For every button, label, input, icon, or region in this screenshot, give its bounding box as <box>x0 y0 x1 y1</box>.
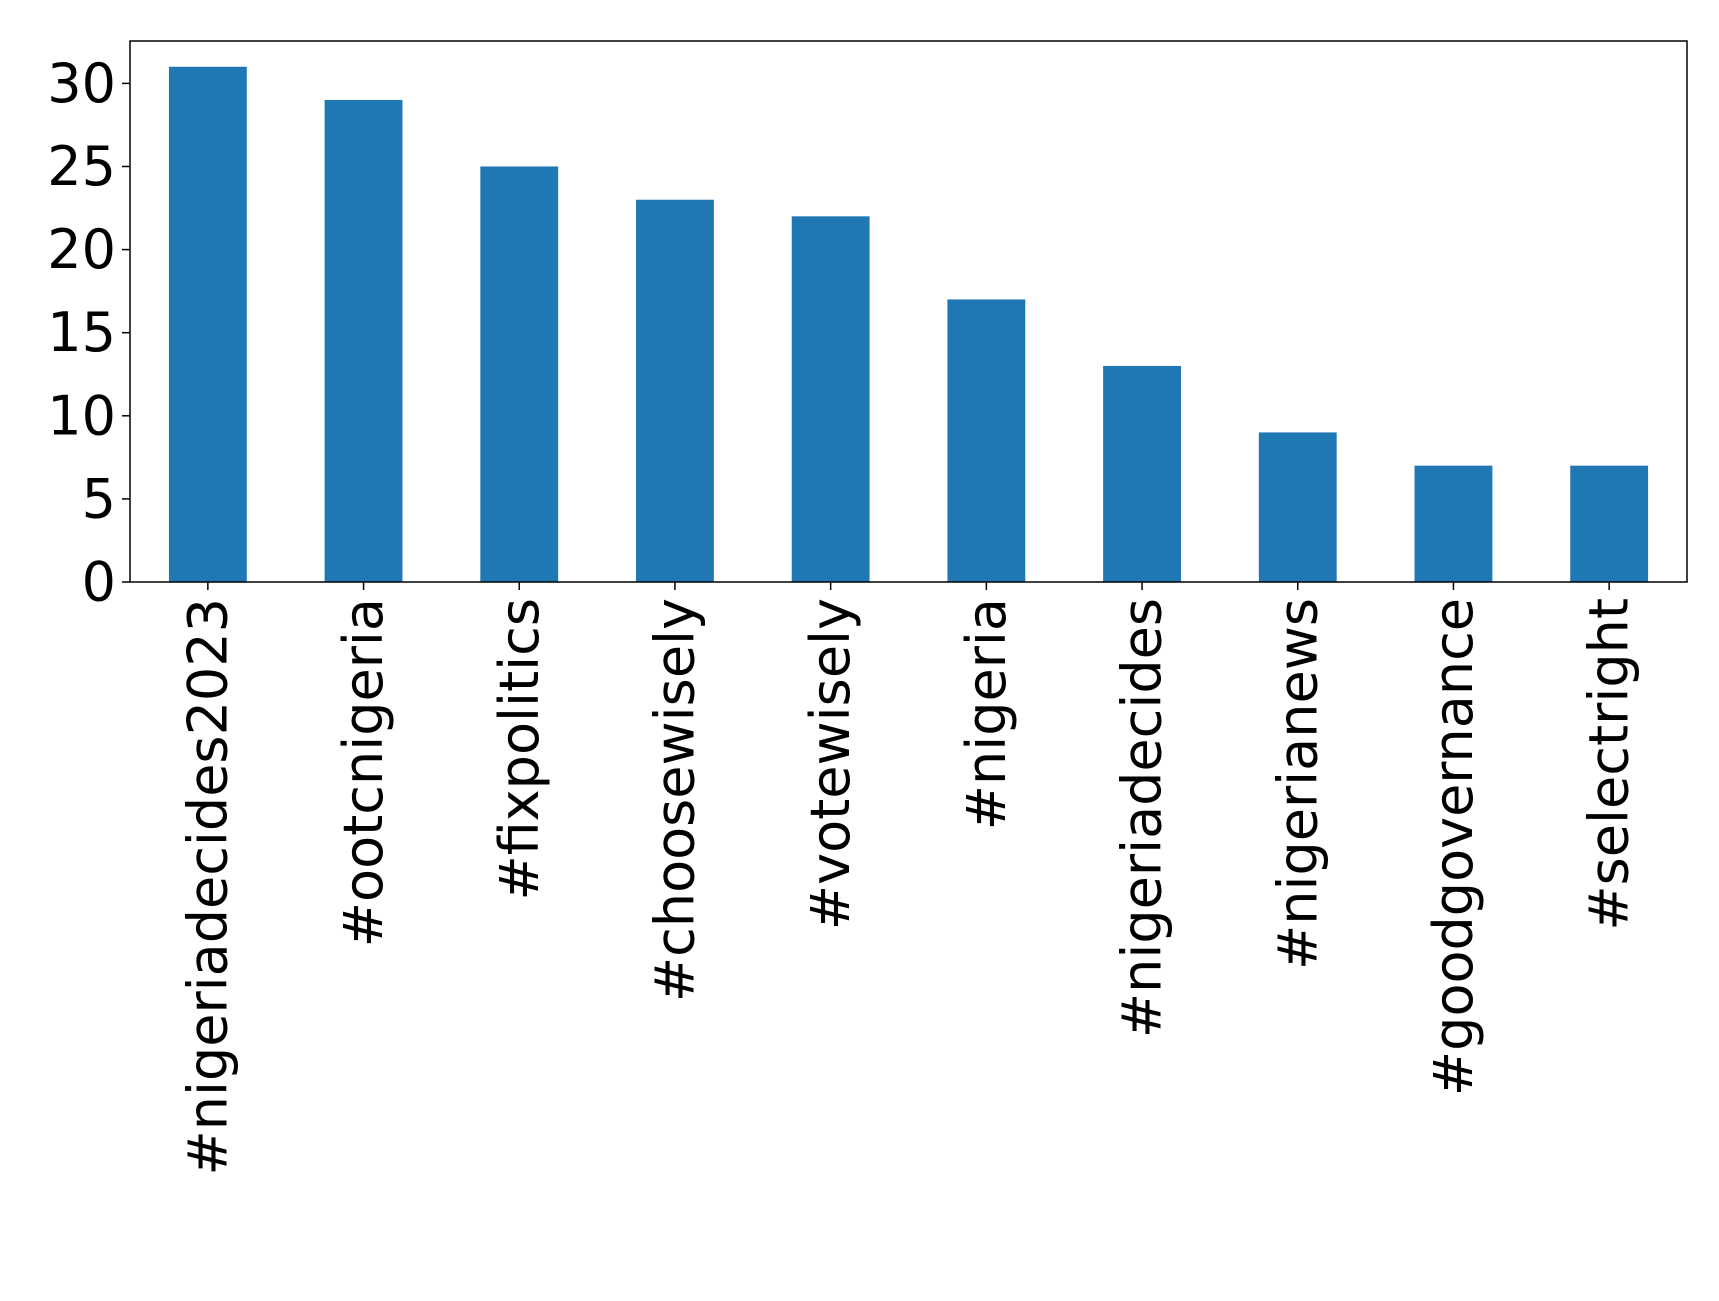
bar <box>791 216 870 582</box>
y-tick-label: 15 <box>47 301 116 364</box>
x-tick-label: #nigeria <box>955 598 1018 830</box>
y-tick-label: 10 <box>47 384 116 447</box>
bar <box>168 66 247 582</box>
x-tick-label: #goodgovernance <box>1422 598 1485 1096</box>
x-tick-label: #nigeriadecides2023 <box>176 598 239 1176</box>
x-tick-label: #votewisely <box>799 598 862 930</box>
bar <box>324 100 403 582</box>
x-tick-label: #choosewisely <box>643 598 706 1002</box>
y-tick-label: 30 <box>47 52 116 115</box>
bar <box>1258 432 1337 582</box>
y-tick-label: 20 <box>47 218 116 281</box>
bar <box>636 199 714 583</box>
bar <box>1414 465 1493 582</box>
bar <box>480 166 559 582</box>
x-tick-label: #ootcnigeria <box>332 598 395 947</box>
bar <box>1103 365 1181 582</box>
y-tick-label: 0 <box>82 551 116 614</box>
y-tick-label: 5 <box>82 467 116 530</box>
plot-frame <box>129 40 1688 583</box>
x-tick-label: #fixpolitics <box>488 598 551 901</box>
bar <box>947 299 1026 582</box>
y-tick-label: 25 <box>47 135 116 198</box>
x-tick-label: #nigeriadecides <box>1111 598 1174 1038</box>
x-tick-label: #nigerianews <box>1266 598 1329 970</box>
x-tick-label: #selectright <box>1578 598 1641 931</box>
bar <box>1570 465 1649 582</box>
